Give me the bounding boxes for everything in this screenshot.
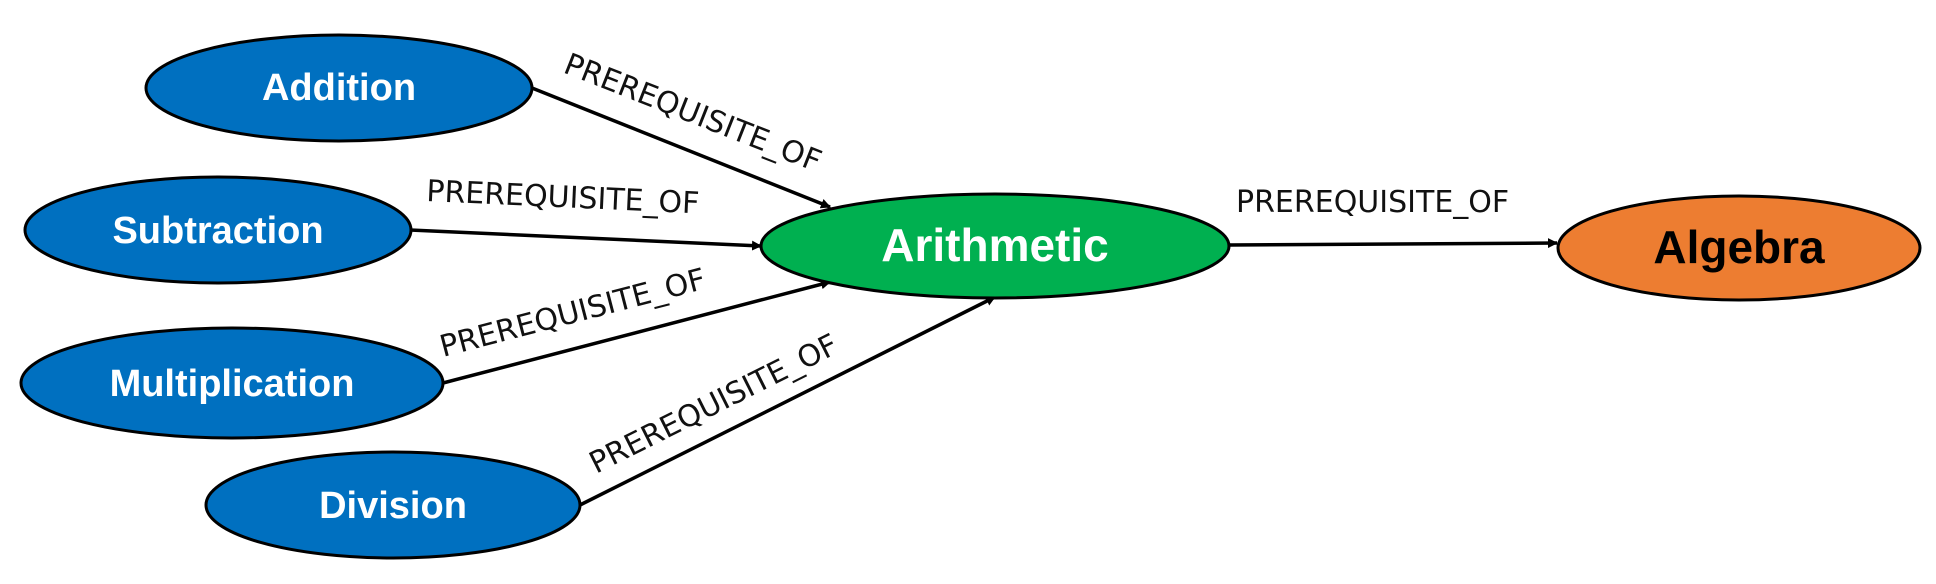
edge-label: PREREQUISITE_OF [426,174,700,221]
edge-arithmetic-algebra: PREREQUISITE_OF [1228,185,1558,249]
node-arithmetic: Arithmetic [759,192,1231,300]
node-subtraction: Subtraction [23,175,413,285]
edge-label: PREREQUISITE_OF [584,328,844,482]
node-label: Algebra [1653,221,1825,273]
node-label: Multiplication [110,363,355,405]
node-addition: Addition [144,33,534,143]
node-shape [19,326,445,440]
node-shape [23,175,413,285]
node-label: Arithmetic [881,219,1108,271]
node-shape [144,33,534,143]
edge-division-arithmetic: PREREQUISITE_OF [579,295,996,507]
node-label: Division [319,485,467,527]
node-shape [1556,194,1922,302]
node-shape [204,450,582,560]
node-division: Division [204,450,582,560]
edge-label: PREREQUISITE_OF [1236,185,1509,220]
node-algebra: Algebra [1556,194,1922,302]
node-multiplication: Multiplication [19,326,445,440]
edge-subtraction-arithmetic: PREREQUISITE_OF [409,174,762,251]
node-label: Addition [262,67,416,109]
node-shape [759,192,1231,300]
node-label: Subtraction [112,210,323,252]
